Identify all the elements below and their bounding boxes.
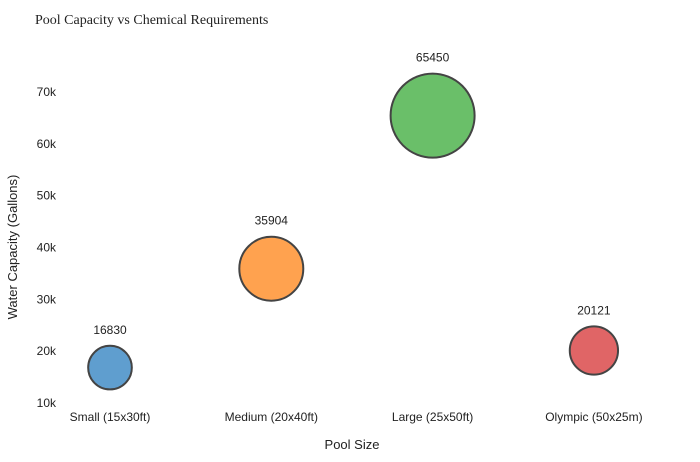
chart-title: Pool Capacity vs Chemical Requirements xyxy=(35,13,268,28)
data-label: 35904 xyxy=(255,214,289,228)
x-tick-label: Medium (20x40ft) xyxy=(225,410,318,424)
y-axis-title: Water Capacity (Gallons) xyxy=(5,175,20,320)
data-label: 20121 xyxy=(577,303,611,317)
y-tick-label: 70k xyxy=(37,85,57,99)
y-tick-label: 40k xyxy=(37,241,57,255)
y-tick-label: 30k xyxy=(37,292,57,306)
x-tick-label: Large (25x50ft) xyxy=(392,410,473,424)
y-tick-label: 20k xyxy=(37,344,57,358)
x-tick-label: Small (15x30ft) xyxy=(70,410,151,424)
x-tick-label: Olympic (50x25m) xyxy=(545,410,642,424)
bubble-2[interactable] xyxy=(389,72,476,159)
bubble-3[interactable] xyxy=(568,325,620,376)
bubble-1[interactable] xyxy=(238,235,305,302)
data-label: 16830 xyxy=(93,323,127,337)
y-tick-label: 60k xyxy=(37,137,57,151)
bubble-0[interactable] xyxy=(87,344,133,391)
y-tick-label: 50k xyxy=(37,189,57,203)
data-label: 65450 xyxy=(416,51,450,65)
x-axis-title: Pool Size xyxy=(325,437,380,452)
y-tick-label: 10k xyxy=(37,396,57,410)
